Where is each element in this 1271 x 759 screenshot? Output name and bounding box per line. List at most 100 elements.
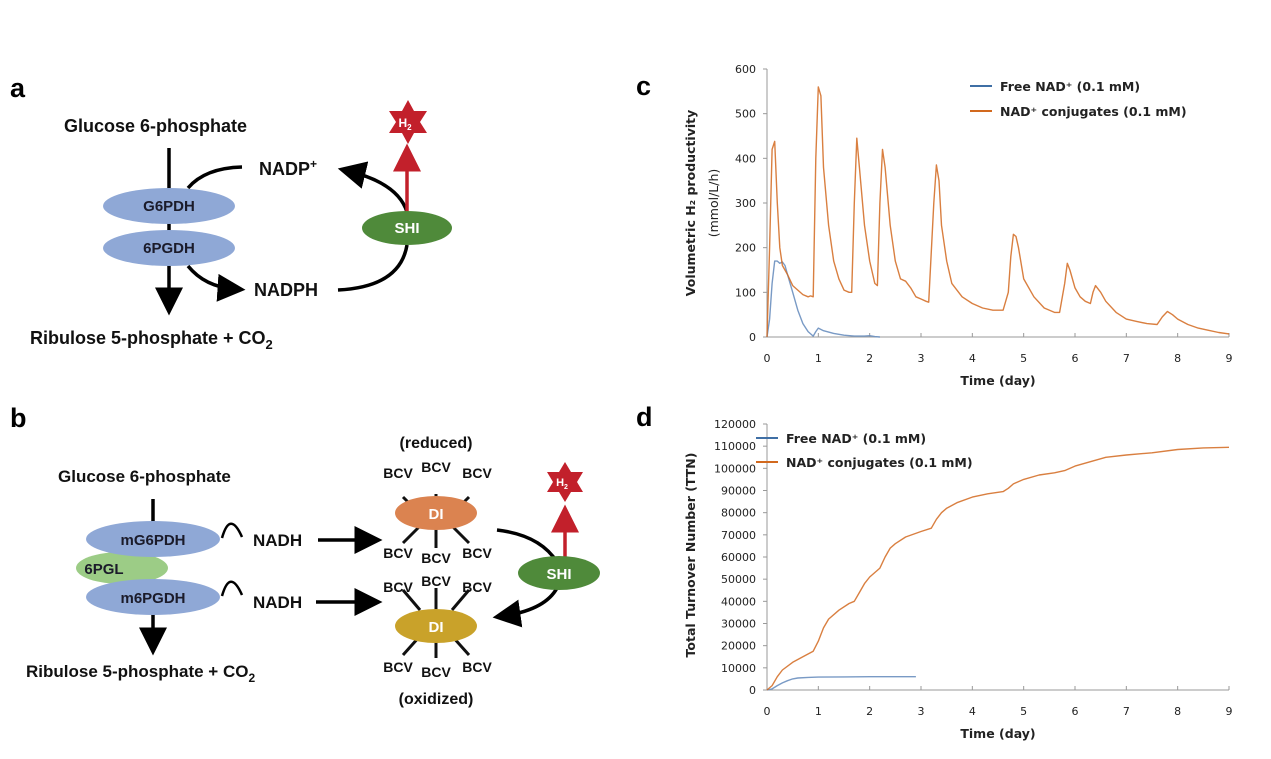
y-tick-label: 0: [749, 684, 756, 697]
6pgl-enzyme: [76, 552, 168, 584]
x-tick-label: 3: [918, 352, 925, 365]
x-tick-label: 8: [1174, 352, 1181, 365]
x-tick-label: 3: [918, 705, 925, 718]
product-subscript: 2: [266, 337, 273, 352]
legend-label: Free NAD⁺ (0.1 mM): [786, 431, 926, 446]
bcv-label: BCV: [421, 550, 451, 566]
product-label: Ribulose 5-phosphate + CO2: [30, 328, 273, 352]
panel-b: b Glucose 6-phosphate 6PGL mG6PDH m6PGDH…: [10, 403, 600, 708]
svg-text:Ribulose 5-phosphate + CO2: Ribulose 5-phosphate + CO2: [26, 662, 255, 685]
nadh-hook-2: [220, 580, 244, 597]
y-tick-label: 100: [735, 286, 756, 299]
di-reduced-enzyme: [395, 496, 477, 530]
6pgl-label: 6PGL: [84, 561, 123, 578]
nadh-label-1: NADH: [253, 531, 302, 550]
shi-to-di-arrow: [492, 587, 559, 628]
substrate-label: Glucose 6-phosphate: [64, 116, 247, 136]
bcv-label: BCV: [421, 573, 451, 589]
y-axis-subtitle: (mmol/L/h): [706, 169, 721, 238]
m6pgdh-enzyme: [86, 579, 220, 615]
nadp-consumption-curve: [186, 165, 243, 190]
y-tick-label: 110000: [714, 440, 756, 453]
h2-star-icon-b: H2: [547, 462, 583, 502]
series-line-free-nad: [766, 260, 880, 338]
y-tick-label: 30000: [721, 618, 756, 631]
x-tick-label: 6: [1072, 705, 1079, 718]
product-main-b: Ribulose 5-phosphate + CO: [26, 662, 248, 681]
h2-sub-b: 2: [564, 484, 568, 491]
x-tick-label: 7: [1123, 705, 1130, 718]
nadh-label-2: NADH: [253, 593, 302, 612]
h2-sub: 2: [407, 123, 412, 132]
x-tick-label: 9: [1226, 705, 1233, 718]
nadph-production-arrow: [186, 264, 246, 302]
shi-label: SHI: [394, 220, 419, 237]
svg-text:H2: H2: [398, 116, 412, 132]
legend-label: NAD⁺ conjugates (0.1 mM): [1000, 104, 1187, 119]
bcv-label: BCV: [462, 465, 492, 481]
chart-c: 0 100 200 300 400 500 600 0 1 2 3 4 5 6 7 8 9 Time (day) V…: [683, 63, 1233, 388]
y-tick-label: 400: [735, 152, 756, 165]
y-axis-title: Total Turnover Number (TTN): [683, 453, 698, 658]
nadp-label: NADP+: [259, 157, 317, 179]
g6pdh-enzyme: [103, 188, 235, 224]
h2-star-icon: H2: [389, 100, 427, 144]
nadph-to-shi-curve: [337, 244, 409, 292]
panel-letter-a: a: [10, 73, 26, 103]
x-tick-label: 2: [866, 705, 873, 718]
svg-text:Ribulose 5-phosphate + CO2: Ribulose 5-phosphate + CO2: [30, 328, 273, 352]
di-oxidized-enzyme: [395, 609, 477, 643]
di-oxidized-label: DI: [429, 619, 444, 636]
shi-enzyme: [362, 211, 452, 245]
nadph-label: NADPH: [254, 280, 318, 300]
y-tick-label: 10000: [721, 662, 756, 675]
series-line-free-nad: [766, 676, 916, 691]
bcv-label: BCV: [462, 659, 492, 675]
product-label-b: Ribulose 5-phosphate + CO2: [26, 662, 255, 685]
y-tick-label: 100000: [714, 462, 756, 475]
x-tick-label: 4: [969, 705, 976, 718]
panel-d: d 01000020000300004000050000600007000080…: [636, 402, 1233, 741]
state-reduced-label: (reduced): [400, 435, 473, 452]
h2-main: H: [398, 116, 407, 130]
y-tick-label: 120000: [714, 418, 756, 431]
nadp-superscript: +: [310, 157, 317, 171]
x-tick-label: 7: [1123, 352, 1130, 365]
panel-letter-b: b: [10, 403, 27, 433]
y-tick-label: 20000: [721, 640, 756, 653]
bcv-label: BCV: [421, 459, 451, 475]
bcv-label: BCV: [383, 465, 413, 481]
x-tick-label: 4: [969, 352, 976, 365]
y-tick-label: 0: [749, 331, 756, 344]
y-tick-label: 60000: [721, 551, 756, 564]
svg-text:NADP+: NADP+: [259, 157, 317, 179]
series-line-nad-conjugates: [766, 446, 1230, 691]
y-tick-label: 600: [735, 63, 756, 76]
y-tick-label: 70000: [721, 529, 756, 542]
h2-main-b: H: [556, 477, 564, 489]
y-tick-label: 50000: [721, 573, 756, 586]
state-oxidized-label: (oxidized): [399, 691, 474, 708]
x-tick-label: 9: [1226, 352, 1233, 365]
product-subscript-b: 2: [248, 671, 255, 685]
nadh-hook-1: [220, 522, 244, 539]
legend-label: NAD⁺ conjugates (0.1 mM): [786, 455, 973, 470]
substrate-label-b: Glucose 6-phosphate: [58, 467, 231, 486]
x-axis-title: Time (day): [960, 373, 1035, 388]
y-axis-title: Volumetric H₂ productivity: [683, 110, 698, 297]
mg6pdh-label: mG6PDH: [120, 532, 185, 549]
di-reduced-complex: DI BCV BCV BCV BCV BCV BCV: [383, 459, 492, 566]
y-tick-label: 40000: [721, 595, 756, 608]
bcv-label: BCV: [462, 545, 492, 561]
x-tick-label: 5: [1020, 705, 1027, 718]
6pgdh-enzyme: [103, 230, 235, 266]
g6pdh-label: G6PDH: [143, 198, 195, 215]
panel-letter-c: c: [636, 71, 651, 101]
chart-d: 0 10000 20000 30000 40000 50000 60000 70000 8000…: [683, 418, 1233, 741]
svg-text:H2: H2: [556, 477, 568, 491]
bcv-label: BCV: [421, 664, 451, 680]
y-tick-label: 80000: [721, 507, 756, 520]
x-tick-label: 1: [815, 352, 822, 365]
x-tick-label: 8: [1174, 705, 1181, 718]
bcv-label: BCV: [462, 579, 492, 595]
